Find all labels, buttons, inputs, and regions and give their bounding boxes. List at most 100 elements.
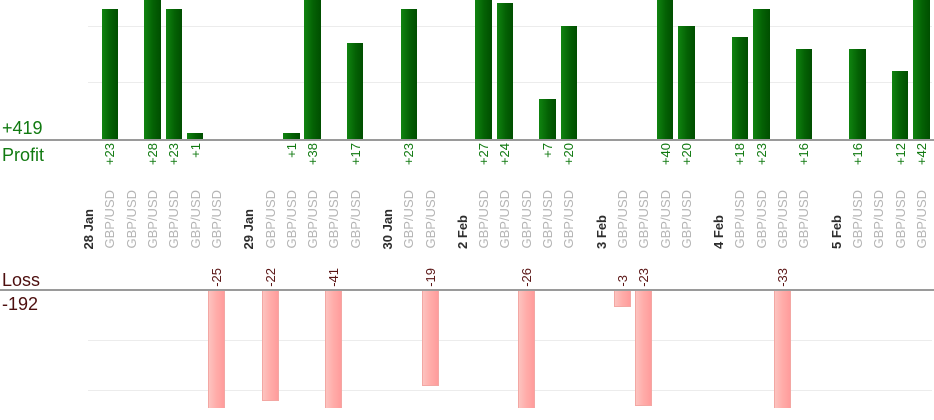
trade-column: +16 — [793, 143, 814, 183]
trade-column — [473, 259, 494, 287]
trade-column — [751, 291, 772, 408]
profit-value-label: +18 — [732, 143, 748, 166]
trade-column: GBP/USD — [259, 182, 280, 249]
symbol-label: GBP/USD — [518, 190, 534, 249]
profit-value-label: +20 — [561, 143, 577, 166]
symbol-label: GBP/USD — [476, 190, 492, 249]
profit-value-label: +12 — [892, 143, 908, 166]
day-group: -22 -41 — [238, 259, 366, 287]
day-group — [377, 0, 441, 139]
trade-column — [612, 143, 633, 183]
trade-column: GBP/USD — [163, 182, 184, 249]
date-label: 2 Feb — [454, 215, 470, 249]
trade-column: GBP/USD — [793, 182, 814, 249]
loss-value-label: -25 — [208, 268, 224, 287]
day-group — [452, 0, 580, 139]
profit-bar — [496, 3, 514, 139]
date-column — [591, 0, 612, 139]
profit-bar — [400, 9, 418, 139]
day-group: +23 +28 +23 +1 — [78, 143, 227, 183]
trade-column: GBP/USD — [184, 182, 205, 249]
trade-column: GBP/USD — [494, 182, 515, 249]
trade-column — [558, 0, 579, 139]
symbol-label: GBP/USD — [283, 190, 299, 249]
profit-bar — [913, 0, 930, 139]
trade-column — [612, 0, 633, 139]
symbol-label: GBP/USD — [401, 190, 417, 249]
trade-column — [302, 291, 323, 408]
profit-value-label: +1 — [187, 143, 203, 158]
trade-column: +23 — [163, 143, 184, 183]
trade-column: -33 — [772, 259, 793, 287]
loss-total: -192 — [2, 294, 39, 314]
loss-value-label: -22 — [262, 268, 278, 287]
trade-column: -23 — [633, 259, 654, 287]
trade-column — [419, 0, 440, 139]
profit-value-label: +27 — [476, 143, 492, 166]
symbol-label: GBP/USD — [892, 190, 908, 249]
day-group: +23 — [377, 143, 441, 183]
date-column — [377, 291, 398, 408]
symbol-label: GBP/USD — [347, 190, 363, 249]
symbol-label: GBP/USD — [796, 190, 812, 249]
symbol-label: GBP/USD — [102, 190, 118, 249]
trade-column: GBP/USD — [398, 182, 419, 249]
trade-column — [868, 0, 889, 139]
trade-column: +12 — [889, 143, 910, 183]
profit-bar — [101, 9, 119, 139]
trade-column — [121, 143, 142, 183]
profit-bar — [144, 0, 161, 139]
trade-column: GBP/USD — [302, 182, 323, 249]
symbol-label: GBP/USD — [262, 190, 278, 249]
trade-column — [99, 259, 120, 287]
trade-column — [847, 291, 868, 408]
symbol-label: GBP/USD — [540, 190, 556, 249]
trade-column — [537, 0, 558, 139]
day-group — [826, 291, 932, 408]
loss-bar — [261, 291, 279, 402]
profit-bar — [731, 37, 749, 139]
trade-column — [142, 0, 163, 139]
trade-column: +24 — [494, 143, 515, 183]
trade-column: GBP/USD — [676, 182, 697, 249]
day-group: +18 +23 +16 — [708, 143, 814, 183]
date-column — [591, 143, 612, 183]
trade-column: +16 — [847, 143, 868, 183]
date-label: 4 Feb — [711, 215, 727, 249]
trade-column: +40 — [654, 143, 675, 183]
trade-column: +20 — [676, 143, 697, 183]
symbol-label: GBP/USD — [123, 190, 139, 249]
day-group: 4 Feb GBP/USD GBP/USD GBP/USD GBP/USD — [708, 182, 814, 249]
trade-column — [633, 0, 654, 139]
date-column — [452, 0, 473, 139]
date-column — [591, 259, 612, 287]
profit-value-label: +7 — [540, 143, 556, 158]
day-group — [591, 0, 697, 139]
trade-column — [473, 291, 494, 408]
profit-bar — [186, 133, 204, 139]
profit-bar — [891, 71, 909, 139]
trade-column: GBP/USD — [537, 182, 558, 249]
date-column — [708, 259, 729, 287]
day-group: +1 +38 +17 — [238, 143, 366, 183]
trade-column — [259, 291, 280, 408]
trade-column — [612, 291, 633, 408]
profit-bar — [346, 42, 364, 139]
trade-column — [281, 291, 302, 408]
date-column — [377, 143, 398, 183]
trade-column: GBP/USD — [473, 182, 494, 249]
trade-column — [911, 0, 932, 139]
trade-column — [516, 0, 537, 139]
trade-column — [868, 291, 889, 408]
day-group — [238, 0, 366, 139]
trade-column: +20 — [558, 143, 579, 183]
day-group: -33 — [708, 259, 814, 287]
trade-column — [772, 291, 793, 408]
trade-column — [889, 259, 910, 287]
day-group: -3 -23 — [591, 259, 697, 287]
symbol-label: GBP/USD — [636, 190, 652, 249]
trade-column — [729, 259, 750, 287]
date-column: 2 Feb — [452, 182, 473, 249]
trade-column — [323, 291, 344, 408]
profit-axis-baseline — [0, 139, 934, 141]
